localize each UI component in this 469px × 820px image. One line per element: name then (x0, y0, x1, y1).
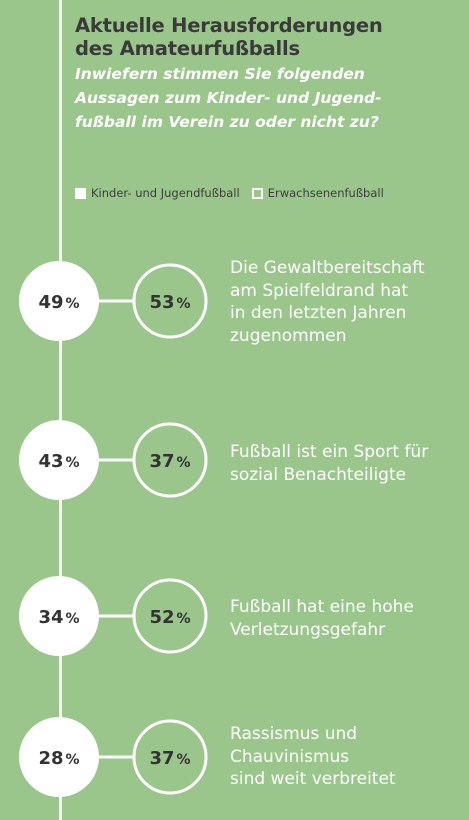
kinder-value: 34% (38, 607, 79, 628)
kinder-circle (19, 261, 99, 341)
statement-label: Rassismus und Chauvinismus sind weit ver… (230, 724, 396, 789)
legend-label-kinder: Kinder- und Jugendfußball (91, 186, 240, 200)
subtitle-line-1: Inwiefern stimmen Sie folgenden (75, 65, 365, 83)
kinder-circle (19, 576, 99, 656)
erwachsene-value: 53% (149, 292, 190, 313)
kinder-circle (19, 420, 99, 500)
legend-item-erwachsene: Erwachsenenfußball (251, 186, 384, 200)
legend-swatch-outline (251, 187, 263, 199)
erwachsene-value: 37% (149, 748, 190, 769)
kinder-value: 49% (38, 292, 79, 313)
kinder-value: 28% (38, 748, 79, 769)
title-line-2: des Amateurfußballs (75, 37, 300, 60)
legend-item-kinder: Kinder- und Jugendfußball (75, 186, 240, 200)
subtitle-line-2: Aussagen zum Kinder- und Jugend- (75, 89, 382, 107)
legend-swatch-filled (75, 187, 86, 199)
erwachsene-circle (132, 578, 208, 654)
kinder-circle (19, 717, 99, 797)
title-line-1: Aktuelle Herausforderungen (75, 14, 383, 37)
vertical-line (59, 0, 62, 820)
statement-label: Fußball hat eine hohe Verletzungsgefahr (230, 597, 414, 640)
data-row: 49% 53% (19, 261, 208, 341)
chart-title: Aktuelle Herausforderungen des Amateurfu… (75, 14, 460, 60)
kinder-value: 43% (38, 451, 79, 472)
erwachsene-value: 52% (149, 607, 190, 628)
data-row: 34% 52% (19, 576, 208, 656)
data-row: 43% 37% (19, 420, 208, 500)
erwachsene-value: 37% (149, 451, 190, 472)
statement-label: Die Gewaltbereitschaft am Spielfeldrand … (230, 258, 425, 346)
erwachsene-circle (132, 422, 208, 498)
legend: Kinder- und Jugendfußball Erwachsenenfuß… (75, 186, 396, 200)
erwachsene-circle (132, 263, 208, 339)
data-row: 28% 37% (19, 717, 208, 797)
chart-subtitle: Inwiefern stimmen Sie folgenden Aussagen… (75, 62, 460, 134)
header: Aktuelle Herausforderungen des Amateurfu… (75, 14, 460, 134)
subtitle-line-3: fußball im Verein zu oder nicht zu? (75, 113, 379, 131)
statement-label: Fußball ist ein Sport für sozial Benacht… (230, 442, 429, 485)
erwachsene-circle (132, 719, 208, 795)
legend-label-erwachsene: Erwachsenenfußball (267, 186, 384, 200)
